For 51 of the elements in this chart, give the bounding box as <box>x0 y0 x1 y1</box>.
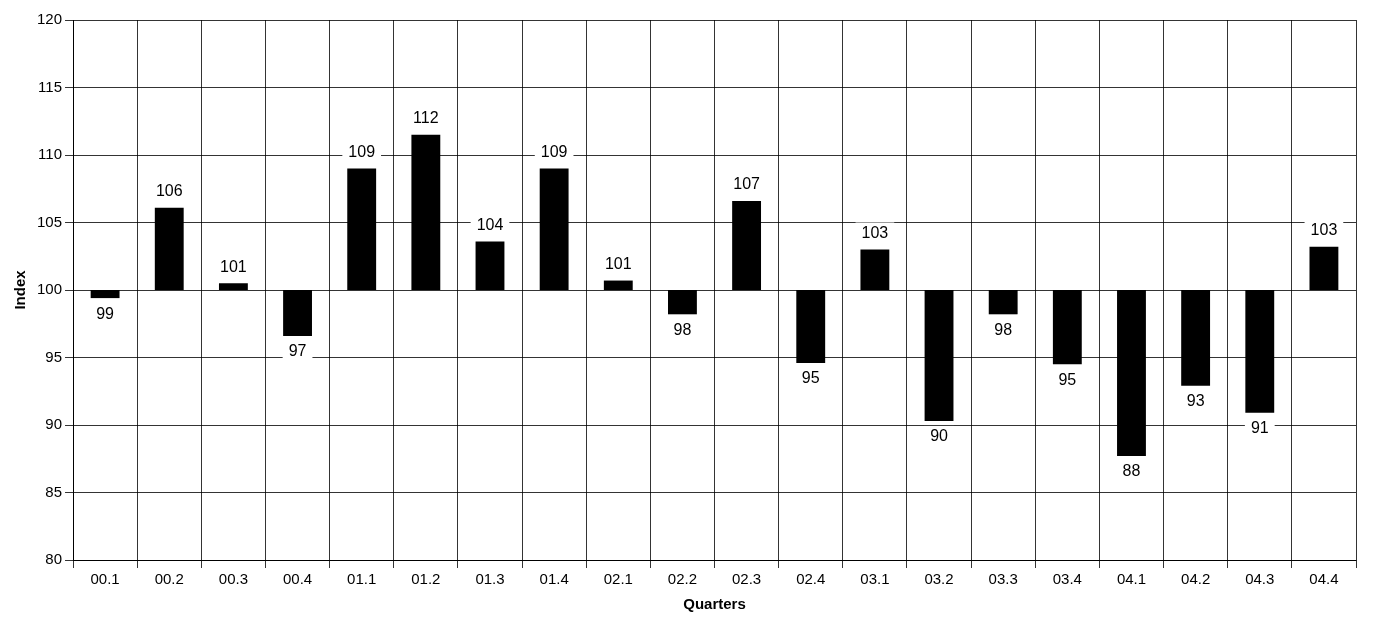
y-tick-label: 110 <box>38 145 63 163</box>
data-label: 109 <box>540 142 568 160</box>
y-tick-label: 90 <box>45 415 63 433</box>
x-tick-label: 00.2 <box>154 570 184 588</box>
data-label: 101 <box>220 257 247 275</box>
y-tick-label: 95 <box>45 347 63 365</box>
y-tick-label: 100 <box>37 280 63 298</box>
x-tick-label: 00.3 <box>218 570 248 588</box>
data-label: 98 <box>673 320 692 338</box>
data-label: 103 <box>861 223 889 241</box>
x-tick-label: 03.3 <box>988 570 1018 588</box>
data-label: 99 <box>96 304 115 322</box>
x-tick-label: 04.1 <box>1116 570 1147 588</box>
data-label: 98 <box>994 320 1013 338</box>
x-tick-label: 03.4 <box>1052 570 1082 588</box>
x-axis-title: Quarters <box>683 595 746 613</box>
y-tick-label: 120 <box>37 10 63 28</box>
x-tick-label: 02.4 <box>796 570 826 588</box>
y-tick-label: 115 <box>38 77 63 95</box>
x-tick-label: 01.1 <box>347 570 377 588</box>
x-tick-label: 02.2 <box>667 570 698 588</box>
x-tick-label: 00.4 <box>282 570 313 588</box>
data-label: 95 <box>1058 370 1077 388</box>
data-label: 88 <box>1122 462 1141 480</box>
data-label: 90 <box>930 427 949 445</box>
x-tick-label: 03.2 <box>924 570 954 588</box>
x-tick-label: 04.4 <box>1309 570 1339 588</box>
data-label: 103 <box>1310 221 1338 239</box>
data-label: 97 <box>288 342 307 360</box>
x-tick-label: 04.3 <box>1245 570 1275 588</box>
data-label: 101 <box>604 254 632 272</box>
data-label: 91 <box>1250 419 1269 437</box>
x-tick-label: 02.1 <box>603 570 633 588</box>
data-label: 109 <box>348 142 376 160</box>
data-label: 95 <box>801 369 820 387</box>
y-tick-label: 105 <box>37 212 63 230</box>
y-axis-title: Index <box>11 269 29 310</box>
x-tick-label: 01.4 <box>539 570 569 588</box>
data-label: 93 <box>1186 392 1205 410</box>
data-label: 104 <box>476 215 504 233</box>
y-tick-label: 80 <box>45 550 63 568</box>
data-label: 112 <box>413 109 439 127</box>
x-tick-label: 02.3 <box>731 570 762 588</box>
x-tick-label: 04.2 <box>1181 570 1211 588</box>
x-tick-label: 03.1 <box>860 570 890 588</box>
data-label: 106 <box>155 182 183 200</box>
y-tick-label: 85 <box>45 482 63 500</box>
x-tick-label: 01.2 <box>411 570 441 588</box>
x-tick-label: 00.1 <box>90 570 120 588</box>
data-label: 107 <box>733 175 761 193</box>
x-tick-label: 01.3 <box>475 570 505 588</box>
